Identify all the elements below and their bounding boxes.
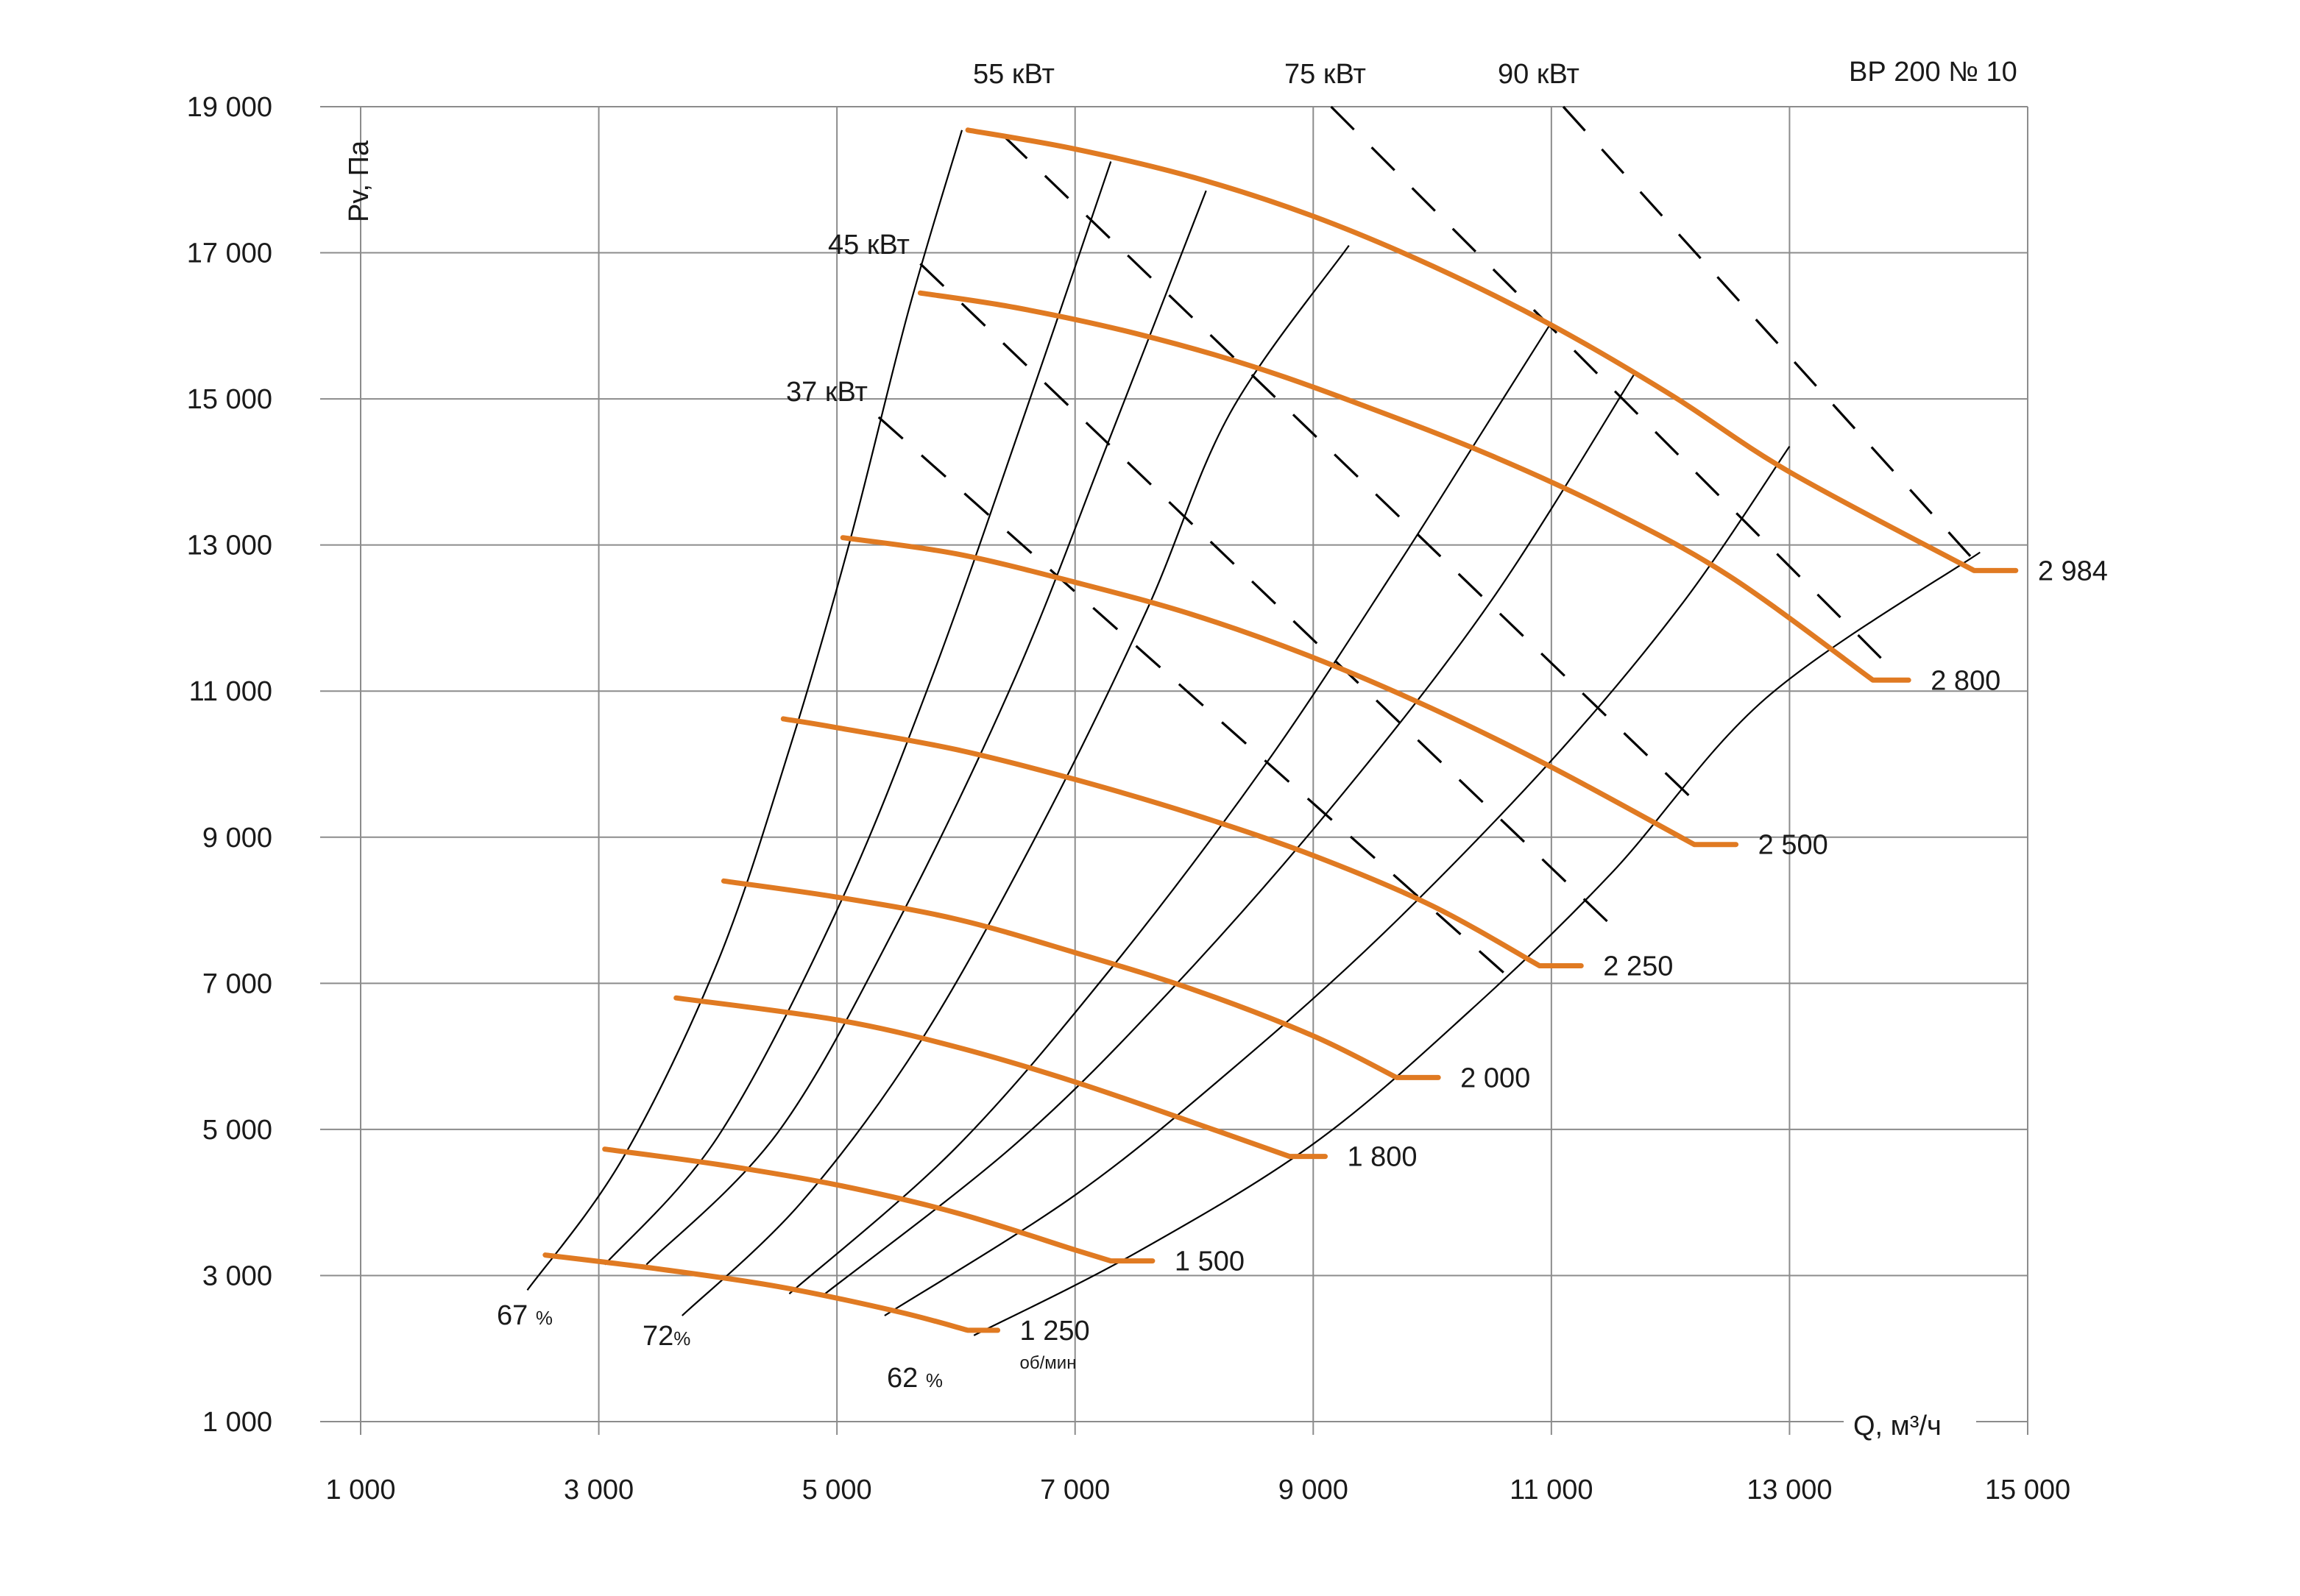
- y-tick-label: 9 000: [202, 823, 272, 854]
- efficiency-curve: [526, 130, 963, 1291]
- x-tick-label: 7 000: [1040, 1475, 1110, 1505]
- speed-curve: [721, 878, 1441, 1080]
- power-label: 75 кВт: [1284, 59, 1366, 90]
- efficiency-curve: [604, 161, 1112, 1266]
- y-tick-label: 13 000: [187, 531, 272, 561]
- speed-label: 2 984: [2038, 556, 2108, 586]
- efficiency-curve: [645, 190, 1207, 1266]
- x-tick-label: 1 000: [325, 1475, 395, 1505]
- speed-label: 2 800: [1931, 665, 2000, 696]
- speed-unit-label: об/мин: [1020, 1353, 1077, 1373]
- speed-curve: [965, 127, 2019, 573]
- speed-label: 1 800: [1347, 1142, 1417, 1173]
- grid: [320, 106, 2028, 1435]
- annotations: 1 250 об/мин 1 500 1 800 2 000 2 250 2 500 2 80…: [497, 59, 2108, 1394]
- y-tick-label: 7 000: [202, 968, 272, 999]
- efficiency-curve: [884, 445, 1791, 1316]
- power-line: [1330, 105, 1886, 663]
- power-line: [919, 263, 1612, 926]
- efficiency-curve: [824, 372, 1636, 1295]
- power-line: [1002, 135, 1696, 802]
- y-tick-label: 1 000: [202, 1407, 272, 1438]
- speed-curve: [673, 995, 1328, 1160]
- x-tick-label: 9 000: [1278, 1475, 1348, 1505]
- power-label: 37 кВт: [786, 377, 868, 408]
- y-axis-title: Pv, Па: [344, 140, 375, 222]
- power-line: [877, 416, 1517, 985]
- efficiency-label: 67 %: [497, 1300, 553, 1331]
- power-label: 55 кВт: [973, 59, 1055, 90]
- speed-curve: [780, 716, 1584, 968]
- efficiency-label: 72%: [643, 1321, 690, 1352]
- speed-label: 1 250: [1020, 1316, 1090, 1347]
- power-lines: [877, 105, 1981, 985]
- x-tick-label: 13 000: [1747, 1475, 1832, 1505]
- speed-curve: [542, 1252, 1001, 1333]
- speed-curve: [840, 535, 1739, 848]
- y-tick-label: 11 000: [189, 676, 272, 707]
- x-tick-label: 5 000: [802, 1475, 872, 1505]
- speed-curve: [602, 1146, 1156, 1264]
- y-tick-label: 15 000: [187, 384, 272, 415]
- speed-curves: [542, 127, 2019, 1333]
- power-label: 90 кВт: [1498, 59, 1579, 90]
- power-line: [1562, 105, 1981, 568]
- x-tick-label: 15 000: [1985, 1475, 2070, 1505]
- chart-title: ВР 200 № 10: [1849, 57, 2017, 88]
- x-axis-title: Q, м³/ч: [1853, 1411, 1942, 1441]
- x-tick-label: 11 000: [1510, 1475, 1593, 1505]
- speed-label: 2 500: [1758, 830, 1828, 861]
- speed-label: 2 250: [1603, 951, 1673, 982]
- y-tick-label: 3 000: [202, 1260, 272, 1291]
- axis-ticks: 1 000 3 000 5 000 7 000 9 000 11 000 13 000 15 …: [187, 92, 2070, 1505]
- speed-label: 1 500: [1175, 1246, 1245, 1277]
- speed-curve: [917, 290, 1911, 683]
- efficiency-curves: [526, 130, 1981, 1336]
- y-tick-label: 17 000: [187, 238, 272, 269]
- efficiency-curve: [682, 244, 1350, 1316]
- speed-label: 2 000: [1460, 1063, 1530, 1093]
- power-label: 45 кВт: [828, 230, 910, 260]
- x-tick-label: 3 000: [564, 1475, 634, 1505]
- efficiency-curve: [788, 322, 1552, 1295]
- y-tick-label: 19 000: [187, 92, 272, 123]
- x-axis-title-bg: [1844, 1407, 1976, 1442]
- y-tick-label: 5 000: [202, 1115, 272, 1146]
- efficiency-curve: [973, 551, 1981, 1336]
- efficiency-label: 62 %: [887, 1363, 943, 1394]
